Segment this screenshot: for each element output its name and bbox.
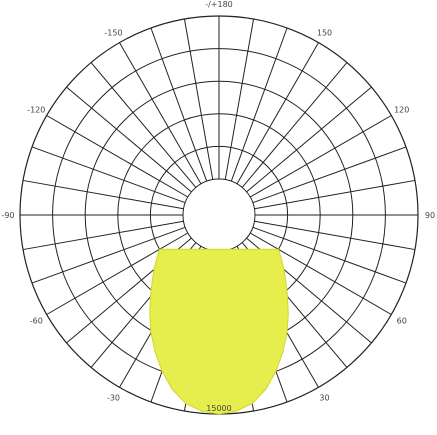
angle-label: 30 (319, 394, 329, 403)
grid-spoke (252, 146, 407, 204)
angle-label: 90 (425, 211, 435, 220)
grid-spoke (254, 220, 416, 251)
grid-spoke (22, 220, 184, 251)
grid-spoke (183, 18, 214, 180)
angle-label: 150 (317, 28, 332, 37)
grid-spoke (31, 226, 186, 284)
grid-spoke (246, 86, 372, 193)
grid-spoke (236, 42, 319, 185)
grid-spoke (254, 179, 416, 210)
grid-spoke (90, 62, 197, 188)
grid-spoke (66, 86, 192, 193)
grid-spoke (22, 179, 184, 210)
intensity-distribution-shape (149, 248, 289, 415)
grid-spoke (46, 232, 189, 315)
angle-label: -30 (107, 394, 120, 403)
angle-label: 60 (397, 317, 407, 326)
grid-spoke (249, 232, 392, 315)
angle-label: -150 (104, 28, 122, 37)
grid-spoke (31, 146, 186, 204)
grid-spoke (241, 62, 348, 188)
grid-spoke (224, 18, 255, 180)
angle-labels: -/+180 -150 150 -120 120 -90 90 -60 60 -30 30 (1, 0, 435, 403)
angle-label: -90 (1, 211, 14, 220)
grid-ring (182, 178, 256, 252)
grid-spoke (249, 115, 392, 198)
angle-label: -60 (30, 317, 43, 326)
angle-label: -120 (27, 106, 45, 115)
grid-spoke (150, 27, 208, 182)
angle-label: -/+180 (205, 0, 233, 9)
grid-spoke (119, 42, 202, 185)
intensity-curve (149, 248, 289, 415)
angle-label: 120 (394, 106, 409, 115)
grid-spoke (230, 27, 288, 182)
grid-spoke (46, 115, 189, 198)
ring-value-label: 15000 (206, 404, 231, 413)
grid-spoke (252, 226, 407, 284)
